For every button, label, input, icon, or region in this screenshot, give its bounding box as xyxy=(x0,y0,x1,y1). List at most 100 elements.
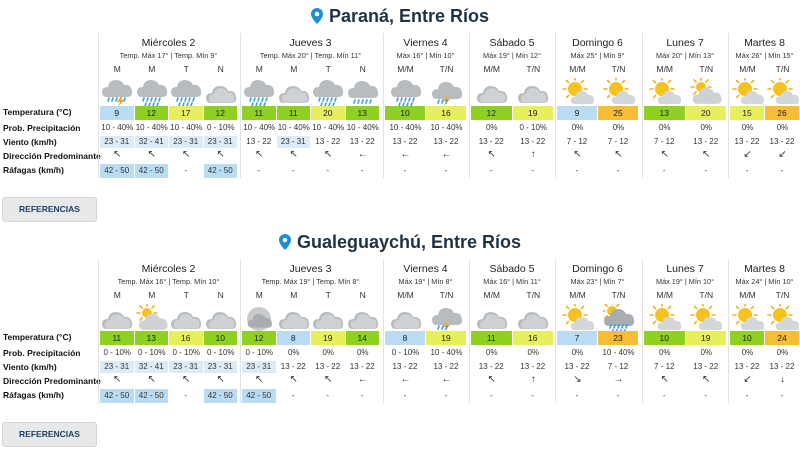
wind-value: 7 - 12 xyxy=(566,137,588,146)
wind-direction-arrow-icon: ↖ xyxy=(324,374,333,385)
row-label-precipitation: Prob. Precipitación xyxy=(3,123,81,133)
wind-value: 13 - 22 xyxy=(520,137,546,146)
day-column: Sábado 5 Máx 19° | Mín 12° M/M 12 0% 13 - 22 ↖… xyxy=(469,33,554,178)
wind-direction-arrow-icon: ↖ xyxy=(216,374,225,385)
temperature-value: 7 xyxy=(557,331,597,345)
cloud-icon xyxy=(471,304,513,334)
temperature-value: 16 xyxy=(426,106,466,120)
precipitation-value: 10 - 40% xyxy=(170,123,203,132)
day-column: Lunes 7 Máx 19° | Mín 10° M/M 10 0% 7 - 12 ↖ - T… xyxy=(642,259,727,403)
city-title: Gualeguaychú, Entre Ríos xyxy=(0,232,800,253)
precipitation-value: 0% xyxy=(322,348,335,357)
day-column: Martes 8 Máx 24° | Mín 10° M/M 10 0% 13 - 22 ↙… xyxy=(728,259,800,403)
precipitation-value: 0 - 10% xyxy=(391,348,420,357)
wind-value: 7 - 12 xyxy=(654,362,675,371)
row-label-gusts: Ráfagas (km/h) xyxy=(3,390,64,400)
day-name: Sábado 5 xyxy=(489,37,535,49)
day-name: Viernes 4 xyxy=(403,37,448,49)
period-label: M xyxy=(290,290,298,300)
day-min-max: Máx 16° | Mín 10° xyxy=(396,51,455,60)
day-name: Miércoles 2 xyxy=(141,37,196,49)
temperature-value: 14 xyxy=(345,331,379,345)
gust-value: 42 - 50 xyxy=(203,164,237,178)
row-label-wind: Viento (km/h) xyxy=(3,137,57,147)
period-label: T/N xyxy=(699,64,714,74)
row-label-wind: Viento (km/h) xyxy=(3,362,57,372)
temperature-value: 9 xyxy=(100,106,134,120)
wind-direction-arrow-icon: ↖ xyxy=(147,149,156,160)
day-name: Miércoles 2 xyxy=(141,263,196,275)
wind-value: 23 - 31 xyxy=(169,361,203,373)
precipitation-value: 0% xyxy=(612,123,625,132)
period-label: T/N xyxy=(439,290,454,300)
heavy-rain-icon xyxy=(242,78,277,108)
wind-value: 23 - 31 xyxy=(276,136,310,148)
gust-value: - xyxy=(360,166,364,175)
partly-sunny-icon xyxy=(730,78,765,108)
temperature-value: 19 xyxy=(311,331,345,345)
period-label: T/N xyxy=(775,290,790,300)
temperature-value: 19 xyxy=(426,331,466,345)
wind-direction-arrow-icon: ↖ xyxy=(147,374,156,385)
partly-cloudy-icon xyxy=(686,78,728,108)
day-column: Jueves 3 Temp. Máx 20° | Temp. Mín 11° M 11… xyxy=(240,33,380,178)
precipitation-value: 0% xyxy=(776,123,789,132)
wind-direction-arrow-icon: ↖ xyxy=(660,374,669,385)
wind-direction-arrow-icon: → xyxy=(613,374,624,385)
temperature-value: 17 xyxy=(169,106,203,120)
wind-value: 13 - 22 xyxy=(315,137,341,146)
wind-value: 13 - 22 xyxy=(478,137,504,146)
wind-value: 13 - 22 xyxy=(693,137,719,146)
temperature-value: 20 xyxy=(311,106,345,120)
temperature-value: 10 xyxy=(644,331,685,345)
temperature-value: 12 xyxy=(242,331,276,345)
wind-direction-arrow-icon: ↙ xyxy=(743,149,752,160)
precipitation-value: 0% xyxy=(356,348,369,357)
gust-value: - xyxy=(291,391,295,400)
day-column: Sábado 5 Máx 16° | Mín 11° M/M 11 0% 13 - 22 ↖… xyxy=(469,259,554,403)
heavy-rain-icon xyxy=(169,78,204,108)
gust-value: - xyxy=(780,166,784,175)
gust-value: - xyxy=(257,166,261,175)
precipitation-value: 10 - 40% xyxy=(430,123,463,132)
period-label: M xyxy=(148,64,156,74)
precipitation-value: 0% xyxy=(287,348,300,357)
period-label: M xyxy=(113,64,121,74)
period-label: M xyxy=(290,64,298,74)
references-button[interactable]: REFERENCIAS xyxy=(2,197,97,222)
precipitation-value: 0% xyxy=(700,123,713,132)
gust-value: - xyxy=(444,166,448,175)
row-label-gusts: Ráfagas (km/h) xyxy=(3,165,64,175)
day-name: Lunes 7 xyxy=(666,37,704,49)
wind-value: 13 - 22 xyxy=(349,137,375,146)
temperature-value: 24 xyxy=(765,331,799,345)
wind-direction-arrow-icon: ↖ xyxy=(255,149,264,160)
cloud-icon xyxy=(169,304,204,334)
wind-value: 7 - 12 xyxy=(607,362,629,371)
references-button[interactable]: REFERENCIAS xyxy=(2,422,97,447)
gust-value: - xyxy=(531,166,535,175)
gust-value: - xyxy=(704,391,708,400)
cloud-icon xyxy=(277,78,312,108)
gust-value: - xyxy=(616,391,620,400)
wind-value: 13 - 22 xyxy=(734,137,760,146)
partly-cloudy-icon xyxy=(135,304,170,334)
wind-direction-arrow-icon: ↖ xyxy=(289,149,298,160)
wind-value: 13 - 22 xyxy=(693,362,719,371)
day-name: Jueves 3 xyxy=(289,37,332,49)
heavy-rain-icon xyxy=(311,78,346,108)
day-column: Domingo 6 Máx 25° | Mín 9° M/M 9 0% 7 - 12 ↖ - T… xyxy=(555,33,639,178)
temperature-value: 13 xyxy=(644,106,685,120)
day-min-max: Máx 20° | Mín 13° xyxy=(655,51,715,60)
period-label: N xyxy=(217,64,224,74)
period-label: T xyxy=(183,64,189,74)
gust-value: - xyxy=(704,166,708,175)
day-name: Martes 8 xyxy=(744,37,785,49)
temperature-value: 12 xyxy=(471,106,512,120)
temperature-value: 19 xyxy=(512,106,553,120)
partly-sunny-icon xyxy=(557,78,598,108)
gust-value: - xyxy=(444,391,448,400)
period-label: T xyxy=(183,290,189,300)
day-min-max: Temp. Máx 17° | Temp. Mín 9° xyxy=(119,51,218,60)
wind-value: 13 - 22 xyxy=(564,362,590,371)
